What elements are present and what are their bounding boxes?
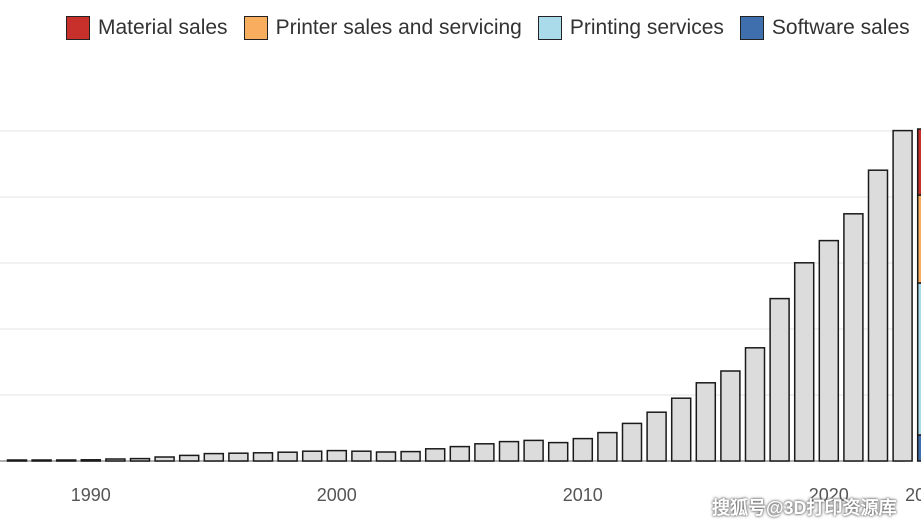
bar-1992 <box>129 457 151 462</box>
bar-2013 <box>646 411 667 462</box>
legend-swatch-software-sales <box>739 16 764 40</box>
bar-1987 <box>6 459 28 462</box>
legend-swatch-printing-services <box>537 16 562 40</box>
bar-2024-software-sales <box>916 434 921 462</box>
bar-1995 <box>203 452 225 462</box>
bar-2018 <box>769 297 790 462</box>
legend-label-printer-sales: Printer sales and servicing <box>275 16 522 39</box>
bar-2006 <box>474 443 495 462</box>
bar-2000 <box>326 449 348 462</box>
bar-2017 <box>744 347 766 462</box>
bar-1990 <box>80 459 102 462</box>
bar-2001 <box>351 450 372 462</box>
bar-1994 <box>178 454 200 462</box>
legend-item-software-sales: Software sales <box>739 16 910 40</box>
x-tick-label-2010: 2010 <box>563 485 603 505</box>
bar-2003 <box>400 450 421 462</box>
bar-2015 <box>695 382 717 462</box>
bar-2024-printer-sales-and-servicing <box>916 194 921 284</box>
bar-1999 <box>301 450 323 462</box>
legend-item-printing-services: Printing services <box>537 16 724 40</box>
x-tick-label-1990: 1990 <box>71 485 111 505</box>
legend-swatch-material-sales <box>66 16 90 40</box>
x-tick-label-2020: 2020 <box>809 485 849 505</box>
bar-2021 <box>843 213 864 462</box>
bar-2012 <box>621 422 643 462</box>
legend: Material sales Printer sales and servici… <box>66 16 910 40</box>
x-tick-label-2000: 2000 <box>317 485 357 505</box>
legend-swatch-printer-sales <box>243 16 268 40</box>
bar-1988 <box>31 459 52 462</box>
bar-2019 <box>793 262 815 462</box>
legend-label-software-sales: Software sales <box>771 16 910 39</box>
legend-label-material-sales: Material sales <box>98 16 228 39</box>
bar-2008 <box>523 439 544 462</box>
bar-1997 <box>252 452 274 462</box>
bar-1989 <box>55 459 77 462</box>
bar-1991 <box>105 458 126 462</box>
bar-2024-material-sales <box>916 128 921 196</box>
bar-2016 <box>720 370 741 462</box>
legend-label-printing-services: Printing services <box>569 16 724 39</box>
bar-2004 <box>424 448 446 462</box>
bar-2005 <box>449 445 471 462</box>
bar-2002 <box>375 451 397 462</box>
bar-1996 <box>228 452 249 462</box>
bar-2009 <box>547 441 569 462</box>
x-tick-label-2024: 2024 <box>905 485 921 505</box>
legend-item-printer-sales: Printer sales and servicing <box>243 16 522 40</box>
bar-2024-printing-services <box>916 282 921 436</box>
bar-2014 <box>670 397 692 462</box>
bar-2007 <box>498 440 520 462</box>
bar-2022 <box>867 169 889 462</box>
bars <box>6 128 921 462</box>
watermark-text: 搜狐号@3D打印资源库 <box>712 498 897 518</box>
bar-1993 <box>154 456 175 462</box>
x-tick-labels: 1990 2000 2010 2020 2024 <box>71 485 921 505</box>
bar-2020 <box>818 239 840 462</box>
bar-2010 <box>572 437 594 462</box>
bar-2011 <box>597 431 618 462</box>
bar-2023 <box>892 129 913 462</box>
legend-item-material-sales: Material sales <box>66 16 228 40</box>
gridlines <box>0 130 905 462</box>
bar-1998 <box>277 451 298 462</box>
